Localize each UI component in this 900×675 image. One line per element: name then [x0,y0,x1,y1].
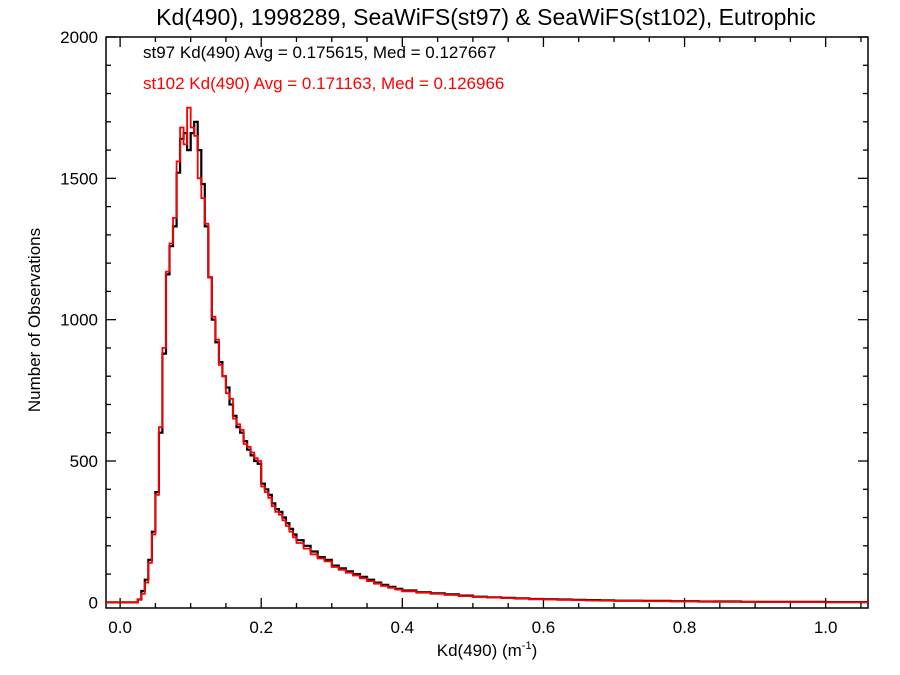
y-tick-label: 2000 [60,28,98,47]
chart-title: Kd(490), 1998289, SeaWiFS(st97) & SeaWiF… [156,4,816,30]
annotation-group: st97 Kd(490) Avg = 0.175615, Med = 0.127… [143,43,504,93]
x-tick-label: 0.0 [108,618,132,637]
y-tick-label: 1000 [60,311,98,330]
series-group [106,106,868,604]
y-tick-label: 0 [89,593,98,612]
plot-frame [105,36,869,609]
x-tick-label: 0.2 [249,618,273,637]
y-tick-label: 1500 [60,169,98,188]
x-axis: 0.0 0.2 0.4 0.6 0.8 1.0 [108,37,862,637]
plot-area: 0.0 0.2 0.4 0.6 0.8 1.0 0 500 1000 1500 2000 st97… [60,28,869,637]
x-axis-title-end: ) [532,641,538,660]
x-tick-label: 1.0 [814,618,838,637]
x-axis-title-main: Kd(490) (m [437,641,522,660]
x-axis-title: Kd(490) (m-1) [437,640,537,660]
stats-annotation: st102 Kd(490) Avg = 0.171163, Med = 0.12… [143,74,504,93]
x-tick-label: 0.6 [532,618,556,637]
x-tick-label: 0.8 [673,618,697,637]
y-axis-title: Number of Observations [25,228,44,412]
x-axis-title-sup: -1 [522,640,532,652]
histogram-series-1 [106,106,868,604]
y-tick-label: 500 [70,452,98,471]
histogram-series-0 [106,120,868,604]
y-axis: 0 500 1000 1500 2000 [60,28,868,612]
x-tick-label: 0.4 [391,618,415,637]
stats-annotation: st97 Kd(490) Avg = 0.175615, Med = 0.127… [143,43,496,62]
